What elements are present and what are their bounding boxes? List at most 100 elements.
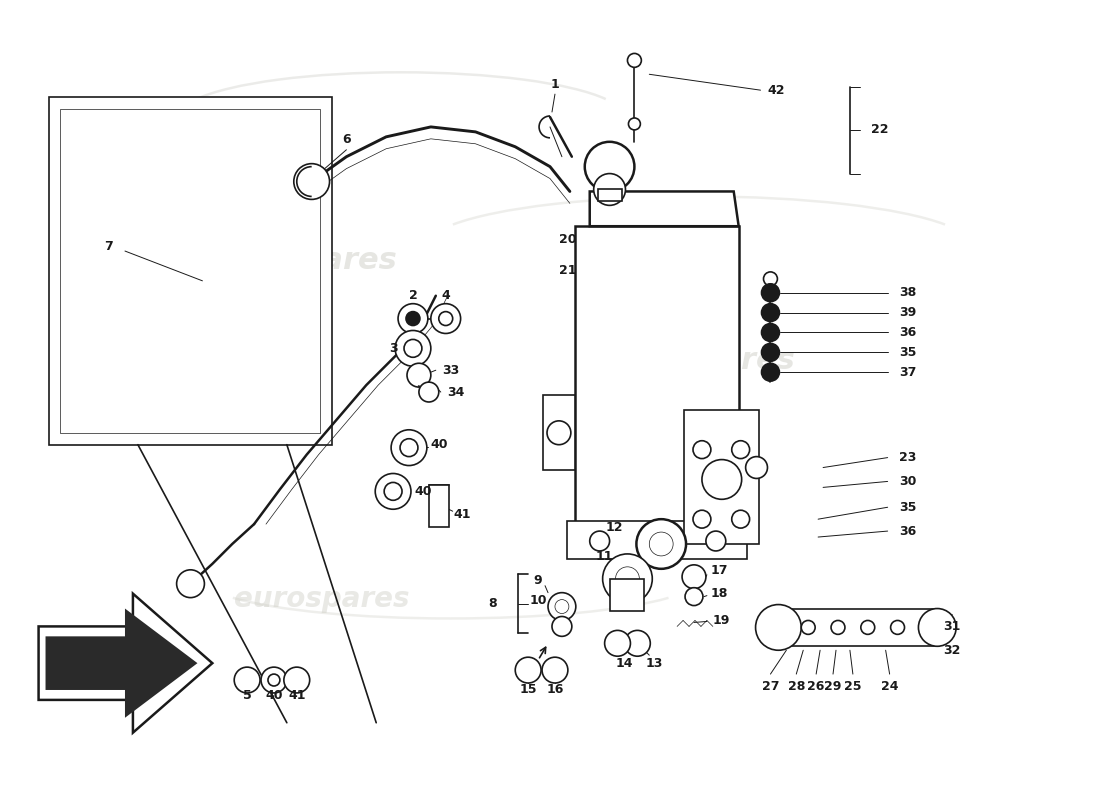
Text: 16: 16 — [547, 683, 563, 697]
Text: 31: 31 — [944, 620, 961, 633]
Text: 13: 13 — [646, 657, 663, 670]
Circle shape — [682, 565, 706, 589]
Bar — [575, 226, 739, 524]
Circle shape — [642, 527, 670, 555]
Bar — [543, 395, 575, 470]
Text: 9: 9 — [534, 574, 542, 587]
Bar — [684, 410, 759, 544]
Text: 17: 17 — [711, 564, 727, 578]
Circle shape — [177, 570, 205, 598]
Circle shape — [761, 284, 780, 302]
Circle shape — [407, 363, 431, 387]
Circle shape — [406, 312, 420, 326]
Circle shape — [763, 272, 778, 286]
Text: 6: 6 — [342, 134, 351, 146]
Circle shape — [395, 330, 431, 366]
Text: 32: 32 — [944, 644, 961, 657]
Text: 40: 40 — [414, 485, 431, 498]
Circle shape — [761, 343, 780, 362]
Circle shape — [693, 510, 711, 528]
Text: eurospares: eurospares — [603, 346, 795, 374]
Text: 8: 8 — [488, 597, 497, 610]
Circle shape — [761, 304, 780, 322]
Circle shape — [756, 605, 801, 650]
Circle shape — [294, 164, 330, 199]
Text: 42: 42 — [768, 84, 785, 97]
Circle shape — [515, 658, 541, 683]
Circle shape — [392, 430, 427, 466]
Bar — [597, 190, 622, 202]
Text: 40: 40 — [265, 690, 283, 702]
Circle shape — [439, 312, 453, 326]
Circle shape — [585, 142, 635, 191]
Circle shape — [594, 174, 626, 206]
Circle shape — [746, 457, 768, 478]
Circle shape — [431, 304, 461, 334]
Bar — [429, 486, 449, 527]
Text: 36: 36 — [899, 525, 916, 538]
Text: 11: 11 — [596, 550, 614, 563]
Text: 10: 10 — [529, 594, 547, 607]
Circle shape — [861, 621, 875, 634]
Bar — [48, 97, 331, 445]
Circle shape — [830, 621, 845, 634]
Text: 35: 35 — [899, 346, 916, 359]
Text: 18: 18 — [711, 587, 727, 600]
Circle shape — [628, 118, 640, 130]
Circle shape — [801, 621, 815, 634]
Bar — [779, 609, 937, 646]
Text: 35: 35 — [899, 501, 916, 514]
Text: 41: 41 — [454, 508, 472, 521]
Circle shape — [732, 510, 749, 528]
Text: 4: 4 — [441, 290, 450, 302]
Circle shape — [547, 421, 571, 445]
Text: 2: 2 — [408, 290, 417, 302]
Text: 19: 19 — [712, 614, 729, 627]
Text: 25: 25 — [844, 679, 861, 693]
Text: 29: 29 — [824, 679, 842, 693]
Text: 41: 41 — [288, 690, 306, 702]
Circle shape — [891, 621, 904, 634]
Circle shape — [375, 474, 411, 510]
Text: eurospares: eurospares — [234, 585, 409, 613]
Circle shape — [400, 438, 418, 457]
Text: 15: 15 — [519, 683, 537, 697]
Bar — [609, 578, 645, 610]
Circle shape — [649, 532, 673, 556]
Circle shape — [284, 667, 310, 693]
Circle shape — [702, 459, 741, 499]
Text: 39: 39 — [899, 306, 916, 319]
Circle shape — [552, 617, 572, 636]
Text: 7: 7 — [103, 239, 112, 253]
Circle shape — [261, 667, 287, 693]
Circle shape — [685, 588, 703, 606]
Circle shape — [637, 519, 686, 569]
Polygon shape — [39, 594, 212, 733]
Text: 1: 1 — [551, 78, 559, 90]
Text: 5: 5 — [243, 690, 252, 702]
Text: 36: 36 — [899, 326, 916, 339]
Circle shape — [732, 441, 749, 458]
Circle shape — [419, 382, 439, 402]
Circle shape — [761, 363, 780, 381]
Text: 38: 38 — [899, 286, 916, 299]
Circle shape — [918, 609, 956, 646]
Circle shape — [234, 667, 260, 693]
Circle shape — [625, 630, 650, 656]
Circle shape — [556, 600, 569, 614]
Circle shape — [761, 323, 780, 342]
Circle shape — [616, 567, 639, 590]
Text: 14: 14 — [616, 657, 634, 670]
Text: eurospares: eurospares — [206, 246, 398, 275]
Circle shape — [627, 54, 641, 67]
Polygon shape — [590, 191, 739, 226]
Text: 21: 21 — [559, 265, 576, 278]
Text: 27: 27 — [761, 679, 779, 693]
Circle shape — [605, 630, 630, 656]
Text: 40: 40 — [430, 438, 448, 451]
Text: 33: 33 — [442, 364, 460, 377]
Circle shape — [706, 531, 726, 551]
Text: 12: 12 — [606, 521, 624, 534]
Circle shape — [693, 441, 711, 458]
Text: 30: 30 — [899, 475, 916, 488]
